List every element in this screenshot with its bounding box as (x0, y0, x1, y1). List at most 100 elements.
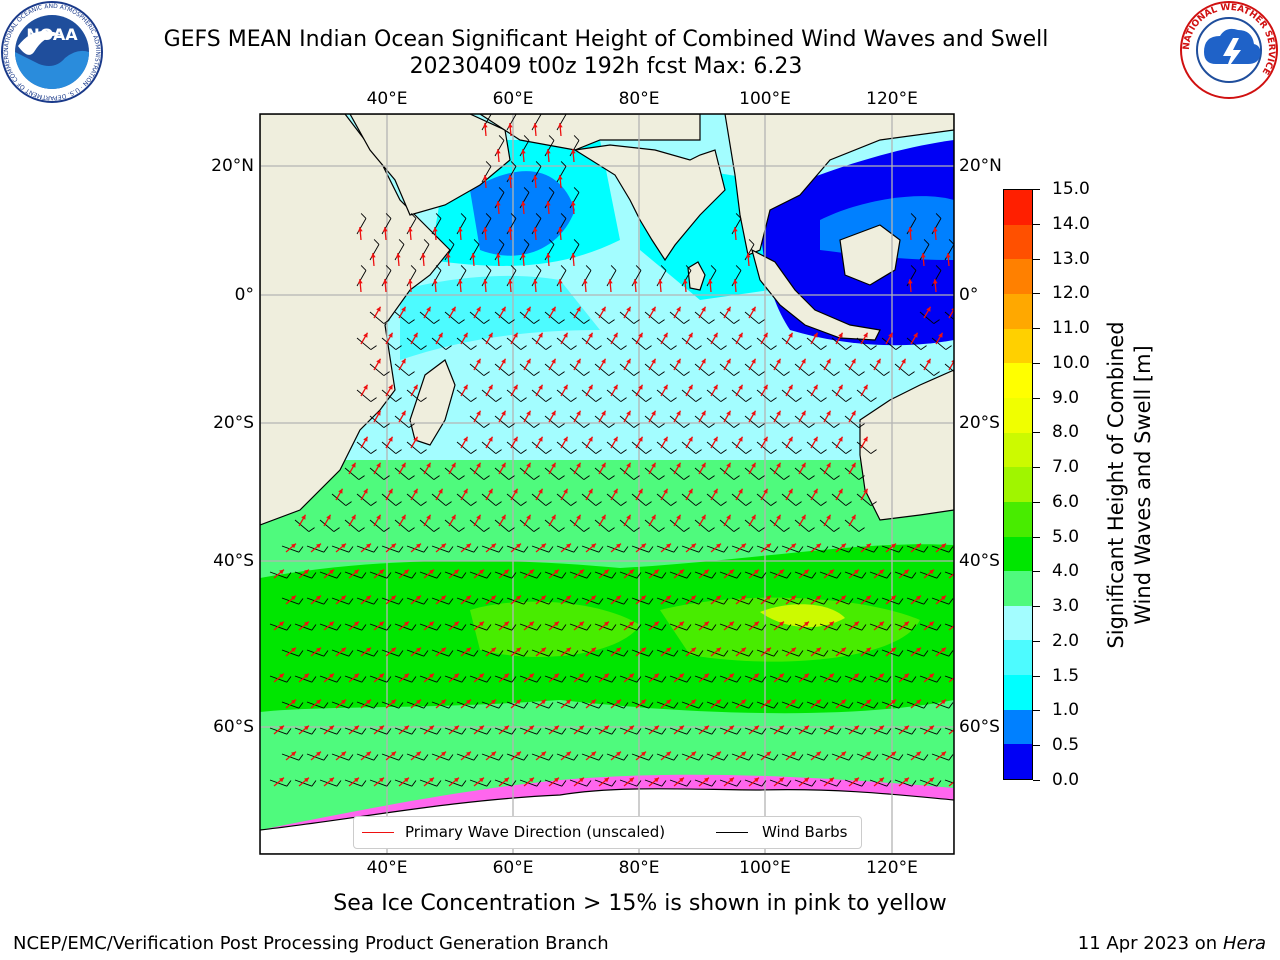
wind-barb-flag (558, 527, 565, 532)
wind-barb-flag (811, 624, 817, 631)
wave-direction-arrowhead (557, 279, 563, 284)
wind-barb-flag (911, 676, 917, 683)
wind-barb-flag (758, 527, 765, 532)
wave-direction-arrowhead (626, 306, 631, 312)
wind-barb-flag (573, 754, 579, 761)
wave-direction-arrowhead (576, 462, 581, 468)
wind-barb (769, 467, 785, 480)
wind-barb-flag (883, 371, 890, 376)
wind-barb-flag (370, 397, 377, 402)
colorbar-tick-mark (1033, 328, 1040, 330)
wave-direction-arrowhead (341, 595, 346, 601)
wave-direction-arrowhead (579, 777, 584, 783)
wind-barb-flag (411, 624, 417, 631)
wind-barb-flag (508, 475, 515, 480)
wind-barb (481, 337, 497, 350)
wave-direction-arrowhead (891, 595, 896, 601)
wind-barb (381, 389, 397, 402)
wave-direction-arrowhead (641, 699, 646, 705)
wind-barb-flag (923, 239, 930, 245)
wave-direction-arrowhead (363, 488, 368, 494)
wind-barb-flag (645, 501, 652, 506)
wave-direction-arrowhead (582, 279, 588, 284)
wave-direction-arrowhead (316, 699, 321, 705)
wave-direction-arrowhead (826, 514, 831, 520)
wind-barb (606, 493, 622, 506)
wind-barb-flag (683, 319, 690, 324)
colorbar-tick-label: 14.0 (1052, 213, 1090, 234)
wave-direction-arrowhead (741, 595, 746, 601)
wind-barb (544, 467, 560, 480)
land-masses (260, 114, 954, 854)
wind-barb-flag (758, 371, 765, 376)
wave-direction-arrowhead (426, 462, 431, 468)
wave-direction-arrowhead (482, 123, 488, 128)
wave-direction-arrowhead (704, 569, 709, 575)
wave-direction-arrowhead (813, 384, 818, 390)
wind-barb-flag (411, 780, 417, 787)
wind-barb-flag (448, 754, 454, 761)
wave-direction-arrowhead (404, 725, 409, 731)
wind-barb-flag (361, 572, 367, 579)
wind-barb-flag (498, 598, 504, 605)
wave-direction-arrowhead (479, 621, 484, 627)
wind-barb-flag (460, 213, 467, 219)
wind-barb (431, 493, 447, 506)
wind-barb-flag (745, 397, 752, 402)
wind-barb (731, 441, 747, 454)
wave-direction-arrowhead (532, 175, 538, 180)
wave-direction-arrowhead (526, 514, 531, 520)
wind-barb-flag (383, 527, 390, 532)
wave-direction-arrowhead (863, 332, 868, 338)
wave-direction-arrowhead (363, 384, 368, 390)
wave-direction-arrowhead (607, 279, 613, 284)
wind-barb-flag (833, 527, 840, 532)
wave-direction-arrowhead (495, 149, 501, 154)
wind-barb-flag (936, 728, 942, 735)
wind-barb-flag (395, 449, 402, 454)
colorbar-tick-mark (1033, 189, 1040, 190)
wave-direction-arrowhead (379, 725, 384, 731)
wind-barb (944, 363, 954, 373)
wave-direction-arrowhead (804, 569, 809, 575)
wind-barb-flag (711, 572, 717, 579)
wave-direction-arrowhead (551, 306, 556, 312)
wave-direction-arrowhead (641, 595, 646, 601)
wave-direction-arrowhead (841, 595, 846, 601)
wind-barb-flag (623, 546, 629, 553)
wind-barb-flag (745, 345, 752, 350)
wind-barb-flag (758, 475, 765, 480)
colorbar-tick-label: 5.0 (1052, 526, 1080, 547)
wave-direction-arrowhead (666, 699, 671, 705)
wind-barb-flag (733, 423, 740, 428)
wave-direction-arrowhead (354, 621, 359, 627)
wind-barb-flag (962, 676, 966, 682)
wind-barb-flag (698, 598, 704, 605)
wave-direction-arrowhead (629, 673, 634, 679)
wave-direction-arrowhead (629, 569, 634, 575)
wind-barb-flag (658, 423, 665, 428)
wind-barb-flag (845, 501, 852, 506)
wave-direction-arrowhead (376, 358, 381, 364)
wave-direction-arrowhead (566, 699, 571, 705)
wind-barb-flag (461, 624, 467, 631)
wind-barb-flag (373, 546, 379, 553)
wave-direction-arrowhead (341, 699, 346, 705)
wind-barb (444, 519, 460, 532)
wind-barb-flag (736, 728, 742, 735)
wind-barb-flag (548, 239, 555, 245)
wind-barb (656, 493, 672, 506)
wind-barb-flag (736, 676, 742, 683)
wind-barb-flag (461, 780, 467, 787)
wind-barb-flag (573, 187, 580, 193)
wave-direction-arrowhead (791, 647, 796, 653)
wind-barb (544, 415, 560, 428)
wind-barb-flag (673, 754, 679, 761)
wind-barb-flag (583, 423, 590, 428)
wave-direction-arrowhead (801, 462, 806, 468)
wave-direction-arrowhead (691, 647, 696, 653)
wind-barb-flag (673, 546, 679, 553)
wave-direction-arrowhead (616, 699, 621, 705)
wind-barb-flag (523, 135, 530, 141)
wave-direction-arrowhead (413, 436, 418, 442)
